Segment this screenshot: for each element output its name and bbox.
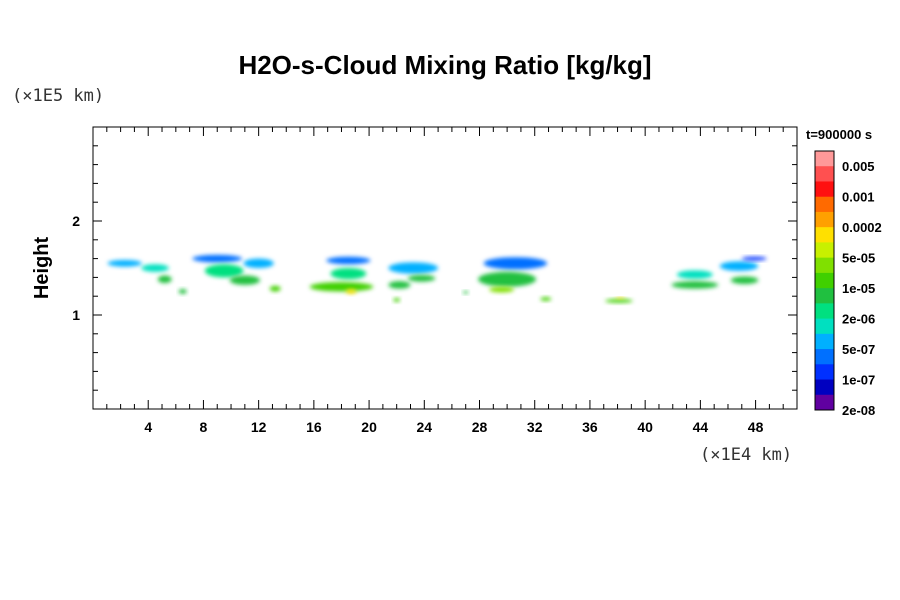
colorbar-frame: [814, 150, 835, 411]
cloud-patch: [671, 281, 719, 289]
x-tick-label: 32: [527, 419, 543, 435]
y-tick-label: 1: [72, 307, 80, 323]
x-axis: 4 8 12 16 20 24 28 32 36 40 44 48: [106, 127, 784, 435]
cloud-patch: [719, 261, 759, 271]
colorbar-label: 2e-06: [842, 312, 875, 327]
colorbar-swatch: [815, 196, 834, 213]
colorbar-swatch: [815, 211, 834, 228]
colorbar-label: 2e-08: [842, 403, 875, 418]
cloud-patch: [192, 254, 243, 263]
cloud-patch: [615, 297, 626, 300]
colorbar-swatch: [815, 227, 834, 243]
cloud-patch: [478, 271, 537, 287]
x-tick-label: 20: [361, 419, 377, 435]
x-axis-unit: (×1E4 km): [700, 445, 792, 465]
colorbar-label: 5e-07: [842, 342, 875, 357]
x-tick-label: 4: [144, 419, 152, 435]
colorbar-label: 1e-05: [842, 281, 875, 296]
colorbar-swatch: [815, 242, 834, 259]
cloud-patch: [741, 256, 767, 261]
x-tick-label: 44: [693, 419, 709, 435]
colorbar-swatch: [815, 333, 834, 350]
x-tick-label: 24: [417, 419, 433, 435]
colorbar-swatch: [815, 288, 834, 304]
cloud-patch: [393, 298, 401, 302]
colorbar-swatch: [815, 257, 834, 274]
cloud-patch: [388, 281, 411, 289]
chart-title: H2O-s-Cloud Mixing Ratio [kg/kg]: [238, 50, 651, 80]
colorbar-swatch: [815, 349, 834, 365]
cloud-patch: [204, 264, 244, 278]
plot-frame: [92, 126, 798, 410]
cloud-patch: [243, 258, 274, 268]
y-axis: 12: [72, 145, 797, 391]
x-tick-label: 8: [200, 419, 208, 435]
colorbar-swatch: [815, 272, 834, 289]
colorbar-label: 0.005: [842, 159, 875, 174]
y-axis-unit: (×1E5 km): [12, 86, 104, 106]
colorbar-label: 1e-07: [842, 373, 875, 388]
colorbar-swatch: [815, 379, 834, 396]
x-tick-label: 40: [637, 419, 653, 435]
colorbar-label: 5e-05: [842, 251, 875, 266]
cloud-patch: [107, 260, 143, 267]
colorbar-swatch: [815, 303, 834, 320]
x-tick-label: 36: [582, 419, 598, 435]
colorbar-label: 0.001: [842, 190, 875, 205]
cloud-patch: [388, 262, 439, 274]
colorbar: 0.005 0.001 0.0002 5e-05 1e-05 2e-06 5e-07 1e-0…: [814, 150, 882, 418]
cloud-patch: [462, 291, 469, 294]
cloud-patch: [229, 275, 261, 285]
cloud-field: [107, 254, 767, 303]
colorbar-swatch: [815, 151, 834, 167]
cloud-patch: [605, 299, 633, 303]
cloud-patch: [407, 275, 436, 282]
colorbar-swatch: [815, 166, 834, 182]
cloud-patch: [330, 268, 367, 280]
cloud-patch: [676, 270, 713, 279]
y-tick-label: 2: [72, 213, 80, 229]
cloud-patch: [269, 285, 281, 292]
colorbar-label: 0.0002: [842, 220, 882, 235]
cloud-patch: [141, 264, 169, 272]
x-tick-label: 48: [748, 419, 764, 435]
cloud-patch: [178, 289, 187, 294]
cloud-patch: [730, 276, 759, 284]
colorbar-swatch: [815, 181, 834, 198]
cloud-patch: [157, 275, 172, 284]
colorbar-swatch: [815, 394, 834, 411]
cloud-patch: [345, 289, 357, 294]
y-axis-label: Height: [31, 237, 53, 300]
cloud-patch: [540, 297, 552, 301]
plot-area: 4 8 12 16 20 24 28 32 36 40 44 48 12: [72, 126, 798, 435]
colorbar-swatch: [815, 318, 834, 335]
x-tick-label: 12: [251, 419, 267, 435]
colorbar-swatch: [815, 364, 834, 381]
cloud-patch: [483, 257, 548, 270]
x-tick-label: 16: [306, 419, 322, 435]
x-tick-label: 28: [472, 419, 488, 435]
time-label: t=900000 s: [806, 127, 872, 142]
cloud-patch: [326, 256, 371, 265]
cloud-patch: [489, 286, 515, 293]
cloud-patch: [309, 282, 374, 292]
